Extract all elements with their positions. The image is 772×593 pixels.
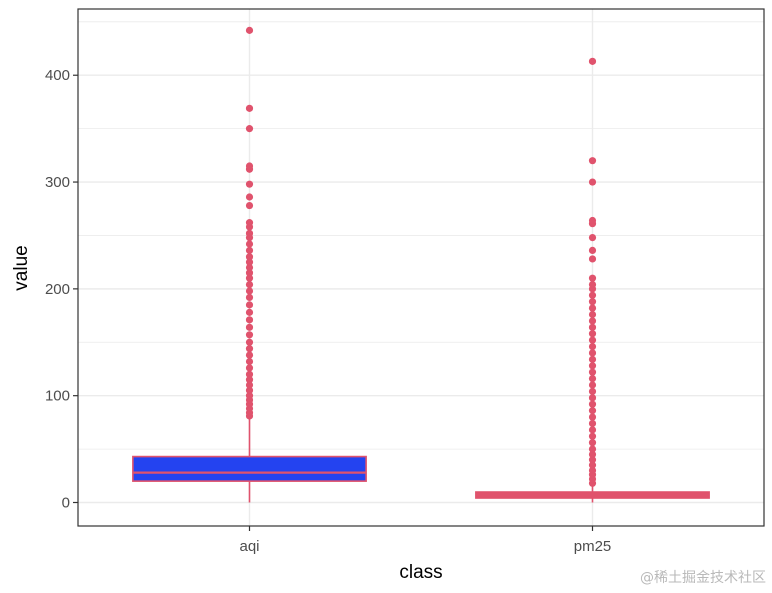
outlier-point — [588, 355, 597, 363]
outlier-point — [245, 104, 254, 112]
outlier-point — [588, 298, 597, 306]
outlier-point — [588, 426, 597, 434]
outlier-point — [588, 450, 597, 459]
outlier-point — [245, 269, 254, 277]
outlier-point — [588, 330, 597, 338]
outlier-point — [588, 362, 597, 370]
panel-border — [77, 8, 765, 527]
outlier-point — [245, 246, 254, 255]
outlier-point — [245, 280, 254, 289]
outlier-point — [588, 317, 597, 325]
outlier-point — [245, 162, 254, 170]
outlier-point — [588, 157, 597, 165]
outlier-point — [588, 310, 597, 319]
box-iqr — [132, 455, 367, 482]
y-tick-label: 200 — [45, 281, 70, 298]
outlier-point — [588, 57, 597, 65]
outlier-point — [588, 178, 597, 186]
outlier-point — [588, 407, 597, 415]
box-pm25 — [475, 57, 710, 503]
outlier-point — [588, 291, 597, 299]
outlier-point — [588, 456, 597, 464]
outlier-point — [588, 419, 597, 428]
outlier-point — [588, 381, 597, 389]
outlier-point — [245, 240, 254, 248]
outlier-point — [245, 338, 254, 346]
outlier-point — [245, 316, 254, 324]
box-series — [132, 26, 710, 503]
outlier-point — [245, 229, 254, 237]
outlier-point — [245, 219, 254, 227]
outlier-point — [245, 274, 254, 282]
y-tick-label: 0 — [62, 495, 70, 512]
outlier-point — [245, 125, 254, 133]
outlier-point — [245, 323, 254, 331]
outlier-point — [245, 392, 254, 400]
outlier-point — [588, 342, 597, 351]
x-tick-label: aqi — [239, 538, 259, 555]
outlier-point — [588, 413, 597, 421]
outlier-point — [588, 400, 597, 408]
outlier-point — [245, 180, 254, 188]
outlier-point — [245, 376, 254, 384]
outlier-point — [588, 349, 597, 357]
outlier-point — [588, 394, 597, 402]
outlier-point — [588, 432, 597, 440]
outlier-point — [245, 253, 254, 261]
major-gridlines — [78, 9, 764, 526]
outlier-point — [245, 293, 254, 302]
y-tick-label: 100 — [45, 388, 70, 405]
outlier-point — [588, 304, 597, 312]
watermark: @稀土掘金技术社区 — [640, 570, 766, 586]
outlier-point — [588, 233, 597, 242]
outlier-point — [588, 336, 597, 344]
outlier-point — [245, 287, 254, 295]
outlier-point — [588, 445, 597, 453]
outlier-point — [245, 364, 254, 372]
x-axis: aqi pm25 — [239, 526, 611, 555]
outlier-point — [588, 387, 597, 396]
outlier-point — [245, 26, 254, 34]
outlier-point — [588, 323, 597, 331]
outlier-point — [588, 461, 597, 469]
outlier-point — [245, 301, 254, 309]
outlier-point — [588, 280, 597, 289]
minor-gridlines — [78, 21, 764, 450]
outlier-point — [245, 308, 254, 316]
y-tick-label: 300 — [45, 174, 70, 191]
outlier-point — [588, 466, 597, 475]
x-tick-label: pm25 — [574, 538, 612, 555]
outlier-point — [245, 357, 254, 366]
outlier-point — [245, 381, 254, 389]
outlier-point — [245, 201, 254, 210]
outlier-point — [588, 274, 597, 282]
box-aqi — [132, 26, 367, 503]
outlier-point — [588, 374, 597, 383]
x-axis-title: class — [399, 562, 442, 583]
outlier-point — [245, 258, 254, 266]
outlier-point — [245, 345, 254, 353]
y-axis: 0 100 200 300 400 — [45, 67, 78, 512]
outlier-point — [245, 370, 254, 378]
outlier-point — [588, 216, 597, 225]
outlier-point — [588, 368, 597, 376]
outlier-point — [245, 263, 254, 272]
outlier-point — [588, 255, 597, 263]
outlier-point — [245, 193, 254, 201]
outlier-point — [245, 351, 254, 359]
outlier-point — [245, 386, 254, 394]
outlier-point — [588, 439, 597, 447]
outlier-point — [588, 246, 597, 255]
y-tick-label: 400 — [45, 67, 70, 84]
outlier-point — [245, 331, 254, 339]
y-axis-title: value — [11, 245, 32, 290]
